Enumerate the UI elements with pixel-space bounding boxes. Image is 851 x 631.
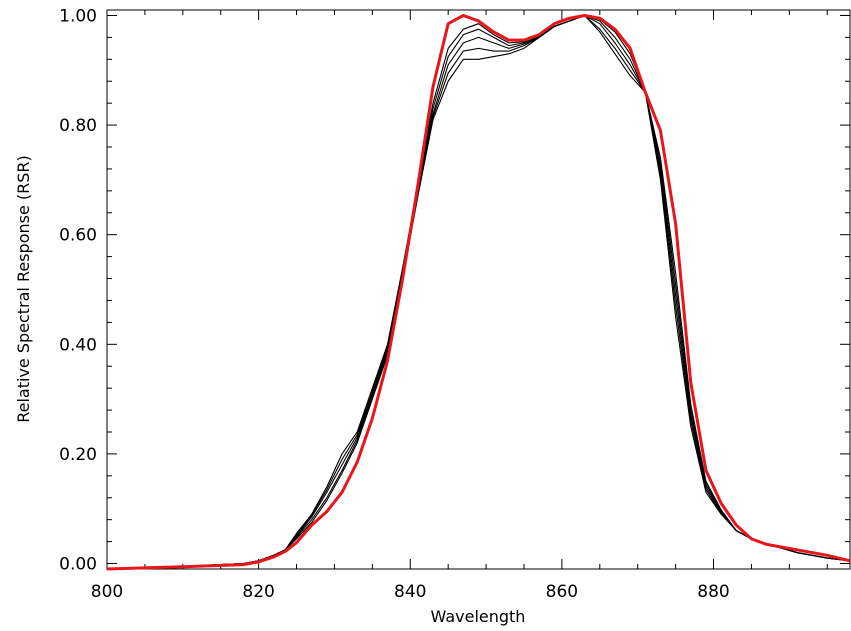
axis-ticks bbox=[106, 10, 850, 569]
y-axis-title: Relative Spectral Response (RSR) bbox=[14, 155, 33, 423]
y-tick-label: 0.00 bbox=[59, 555, 97, 575]
y-tick-label: 0.60 bbox=[59, 226, 97, 246]
x-tick-label: 860 bbox=[546, 582, 578, 602]
red-series-line bbox=[106, 13, 851, 571]
y-tick-label: 0.40 bbox=[59, 335, 97, 355]
x-tick-label: 880 bbox=[697, 582, 729, 602]
x-tick-label: 840 bbox=[394, 582, 426, 602]
black-series-line-3 bbox=[106, 14, 851, 570]
x-tick-labels: 800 820 840 860 880 bbox=[91, 582, 730, 602]
black-series-line-2 bbox=[106, 14, 851, 570]
y-tick-label: 0.80 bbox=[59, 116, 97, 136]
black-series-group bbox=[106, 14, 851, 570]
y-tick-labels: 0.00 0.20 0.40 0.60 0.80 1.00 bbox=[59, 6, 97, 574]
x-tick-label: 800 bbox=[91, 582, 123, 602]
x-axis-title: Wavelength bbox=[431, 607, 526, 626]
y-tick-label: 1.00 bbox=[59, 6, 97, 26]
y-tick-label: 0.20 bbox=[59, 445, 97, 465]
plot-frame bbox=[106, 9, 851, 570]
black-series-line-5 bbox=[106, 14, 851, 570]
x-tick-label: 820 bbox=[242, 582, 274, 602]
black-series-line-1 bbox=[106, 14, 851, 570]
black-series-line-4 bbox=[106, 14, 851, 570]
